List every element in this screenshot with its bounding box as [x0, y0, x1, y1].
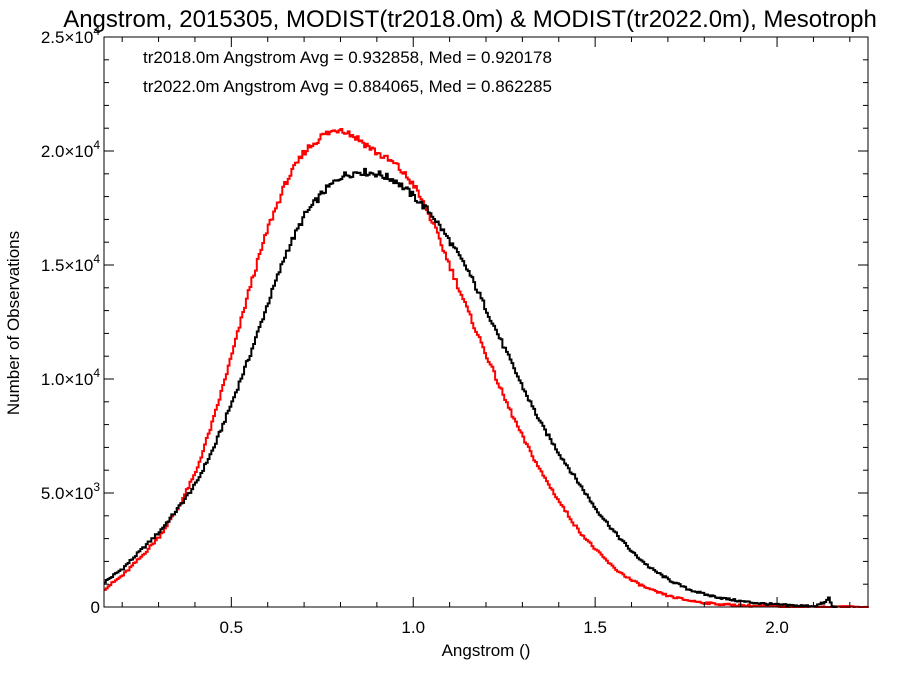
y-tick-label: 2.0×104: [41, 138, 100, 161]
y-axis-label: Number of Observations: [4, 231, 23, 415]
y-tick-label: 1.5×104: [41, 252, 100, 275]
series-tr2022-line: [104, 127, 869, 608]
plot-area: 0.5 1.0 1.5 2.0 0 5.0×103 1.0×104 1.5×104 2.0×10…: [41, 24, 869, 637]
x-axis-label: Angstrom (): [442, 641, 531, 660]
series-tr2018-line: [104, 167, 838, 608]
x-tick-label: 2.0: [765, 618, 789, 637]
x-tick-label: 0.5: [220, 618, 244, 637]
annotation-tr2018: tr2018.0m Angstrom Avg = 0.932858, Med =…: [143, 48, 552, 67]
y-tick-label: 0: [91, 598, 100, 617]
annotation-tr2022: tr2022.0m Angstrom Avg = 0.884065, Med =…: [143, 77, 552, 96]
y-tick-label: 1.0×104: [41, 366, 100, 389]
chart-title: Angstrom, 2015305, MODIST(tr2018.0m) & M…: [63, 6, 877, 33]
x-tick-label: 1.0: [401, 618, 425, 637]
plot-frame: [103, 36, 869, 608]
x-tick-label: 1.5: [583, 618, 607, 637]
y-tick-label: 2.5×104: [41, 24, 100, 47]
y-tick-label: 5.0×103: [41, 480, 100, 503]
